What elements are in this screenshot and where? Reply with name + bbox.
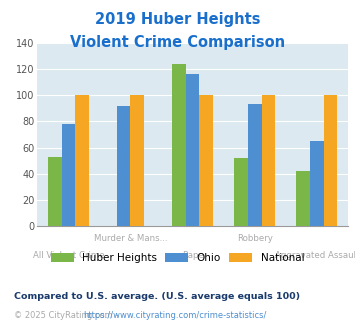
Bar (234, 158, 248, 226)
Text: Robbery: Robbery (237, 234, 273, 243)
Bar (248, 104, 262, 226)
Text: Aggravated Assault: Aggravated Assault (275, 251, 355, 260)
Bar (61, 124, 75, 226)
Text: Compared to U.S. average. (U.S. average equals 100): Compared to U.S. average. (U.S. average … (14, 292, 300, 301)
Legend: Huber Heights, Ohio, National: Huber Heights, Ohio, National (47, 248, 308, 267)
Text: 2019 Huber Heights: 2019 Huber Heights (95, 12, 260, 26)
Text: Rape: Rape (182, 251, 203, 260)
Bar (310, 141, 324, 226)
Text: https://www.cityrating.com/crime-statistics/: https://www.cityrating.com/crime-statist… (83, 311, 267, 320)
Bar (48, 157, 61, 226)
Bar (186, 74, 200, 226)
Bar (172, 64, 186, 226)
Bar (117, 106, 130, 226)
Bar (200, 95, 213, 226)
Text: © 2025 CityRating.com -: © 2025 CityRating.com - (14, 311, 121, 320)
Text: All Violent Crime: All Violent Crime (33, 251, 104, 260)
Bar (262, 95, 275, 226)
Text: Violent Crime Comparison: Violent Crime Comparison (70, 35, 285, 50)
Bar (131, 95, 144, 226)
Bar (324, 95, 337, 226)
Bar (296, 171, 310, 226)
Text: Murder & Mans...: Murder & Mans... (94, 234, 167, 243)
Bar (75, 95, 89, 226)
